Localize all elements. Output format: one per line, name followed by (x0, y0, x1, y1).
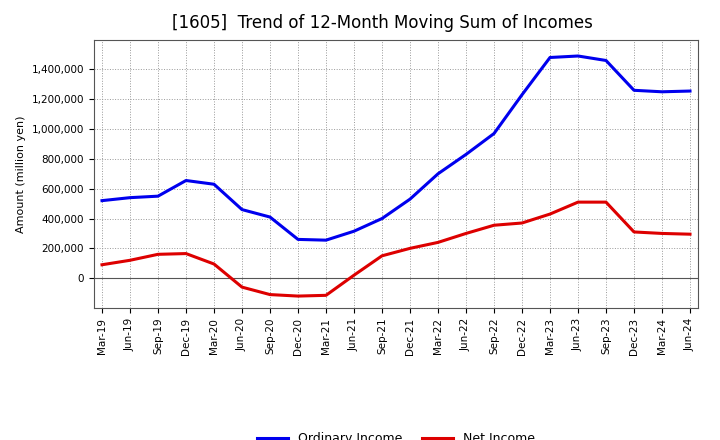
Net Income (630, 229, 639, 235)
Net Income (685, 231, 694, 237)
Ordinary Income (546, 55, 554, 60)
Net Income (546, 212, 554, 217)
Ordinary Income (266, 214, 274, 220)
Ordinary Income (657, 89, 666, 95)
Ordinary Income (181, 178, 190, 183)
Net Income (490, 223, 498, 228)
Y-axis label: Amount (million yen): Amount (million yen) (16, 115, 26, 233)
Ordinary Income (462, 152, 470, 157)
Net Income (181, 251, 190, 256)
Text: [1605]  Trend of 12-Month Moving Sum of Incomes: [1605] Trend of 12-Month Moving Sum of I… (172, 15, 593, 33)
Net Income (98, 262, 107, 268)
Net Income (602, 199, 611, 205)
Net Income (350, 272, 359, 278)
Net Income (657, 231, 666, 236)
Ordinary Income (378, 216, 387, 221)
Ordinary Income (574, 53, 582, 59)
Net Income (378, 253, 387, 258)
Ordinary Income (602, 58, 611, 63)
Ordinary Income (238, 207, 246, 212)
Ordinary Income (685, 88, 694, 94)
Ordinary Income (518, 92, 526, 97)
Ordinary Income (630, 88, 639, 93)
Ordinary Income (322, 238, 330, 243)
Line: Net Income: Net Income (102, 202, 690, 296)
Net Income (238, 285, 246, 290)
Ordinary Income (294, 237, 302, 242)
Ordinary Income (490, 131, 498, 136)
Line: Ordinary Income: Ordinary Income (102, 56, 690, 240)
Net Income (518, 220, 526, 226)
Ordinary Income (405, 197, 414, 202)
Net Income (266, 292, 274, 297)
Net Income (574, 199, 582, 205)
Ordinary Income (433, 171, 442, 176)
Net Income (126, 258, 135, 263)
Ordinary Income (126, 195, 135, 200)
Net Income (294, 293, 302, 299)
Ordinary Income (350, 228, 359, 234)
Ordinary Income (153, 194, 162, 199)
Ordinary Income (210, 182, 218, 187)
Net Income (210, 261, 218, 267)
Net Income (322, 293, 330, 298)
Net Income (462, 231, 470, 236)
Ordinary Income (98, 198, 107, 203)
Net Income (433, 240, 442, 245)
Net Income (153, 252, 162, 257)
Legend: Ordinary Income, Net Income: Ordinary Income, Net Income (252, 427, 540, 440)
Net Income (405, 246, 414, 251)
